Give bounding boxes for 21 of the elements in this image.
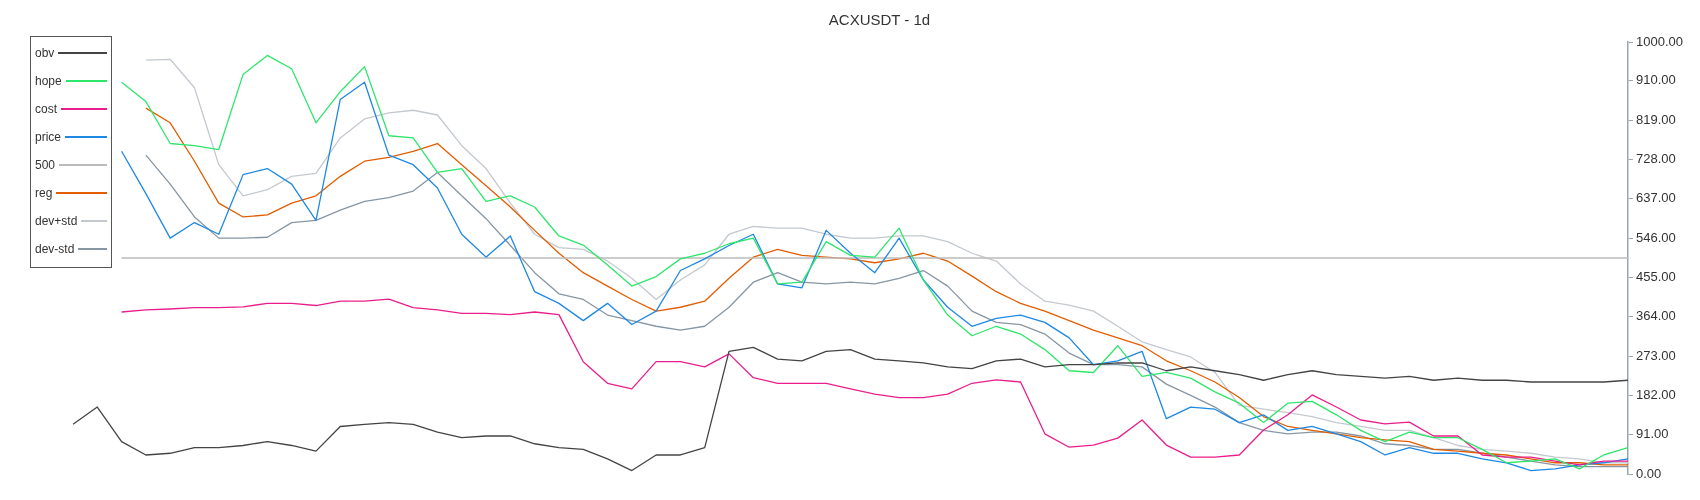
y-tick-label: 182.00 — [1636, 386, 1676, 402]
legend-label: reg — [35, 186, 53, 200]
legend-label: hope — [35, 74, 62, 88]
y-tick-label: 364.00 — [1636, 308, 1676, 324]
legend-label: price — [35, 130, 62, 144]
y-tick-label: 91.00 — [1636, 426, 1669, 442]
y-tick-label: 455.00 — [1636, 269, 1676, 285]
y-tick-label: 546.00 — [1636, 229, 1676, 245]
y-tick-label: 637.00 — [1636, 190, 1676, 206]
y-tick-label: 1000.00 — [1636, 33, 1684, 49]
legend-label: obv — [35, 46, 55, 60]
legend-label: dev+std — [35, 214, 78, 228]
chart-title: ACXUSDT - 1d — [828, 11, 931, 29]
legend-label: 500 — [35, 158, 56, 172]
y-tick-label: 910.00 — [1636, 72, 1676, 88]
legend-label: cost — [35, 102, 58, 116]
y-tick-label: 819.00 — [1636, 111, 1676, 127]
y-tick-label: 728.00 — [1636, 151, 1676, 167]
legend-label: dev-std — [35, 242, 75, 256]
y-tick-label: 0.00 — [1636, 465, 1662, 481]
y-tick-label: 273.00 — [1636, 347, 1676, 363]
